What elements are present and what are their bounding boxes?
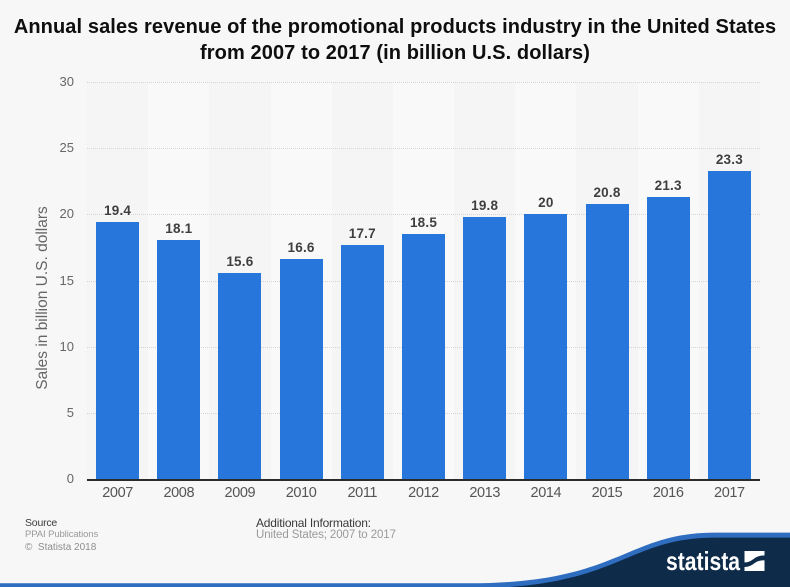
svg-text:statista: statista xyxy=(666,549,740,576)
